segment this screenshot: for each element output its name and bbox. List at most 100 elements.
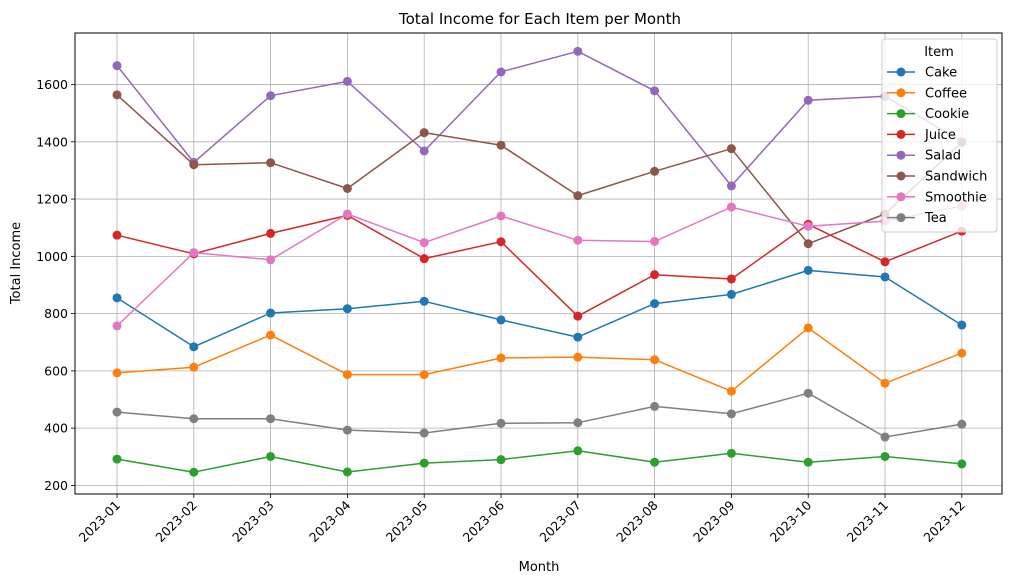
legend-box bbox=[881, 38, 998, 233]
data-point-juice bbox=[496, 237, 506, 247]
data-point-cake bbox=[112, 293, 122, 303]
legend-label-cookie: Cookie bbox=[925, 107, 969, 122]
data-point-coffee bbox=[266, 330, 276, 340]
data-point-salad bbox=[496, 67, 506, 77]
data-point-cake bbox=[342, 304, 352, 314]
legend-entry-coffee: Coffee bbox=[887, 86, 967, 101]
legend-label-sandwich: Sandwich bbox=[925, 170, 987, 185]
data-point-salad bbox=[573, 46, 583, 56]
data-point-tea bbox=[189, 414, 199, 424]
legend-entry-cake: Cake bbox=[887, 66, 957, 81]
data-point-cake bbox=[650, 299, 660, 309]
data-point-cake bbox=[803, 265, 813, 275]
legend-marker-smoothie bbox=[896, 192, 906, 202]
series-line-sandwich bbox=[116, 94, 963, 245]
series-line-cake bbox=[116, 269, 963, 348]
data-point-cookie bbox=[496, 455, 506, 465]
data-point-cookie bbox=[342, 467, 352, 477]
series-cake bbox=[112, 265, 967, 352]
legend-title: Item bbox=[924, 45, 954, 60]
y-tick-label: 1600 bbox=[36, 77, 68, 92]
data-point-smoothie bbox=[419, 238, 429, 248]
data-point-smoothie bbox=[803, 221, 813, 231]
legend-entry-salad: Salad bbox=[887, 149, 961, 164]
data-point-cookie bbox=[189, 467, 199, 477]
data-point-coffee bbox=[342, 370, 352, 380]
data-point-tea bbox=[650, 401, 660, 411]
y-axis-ticks: 200 400 600 800 1000 1200 1400 1600 bbox=[36, 77, 75, 493]
legend-label-coffee: Coffee bbox=[925, 86, 967, 101]
data-point-juice bbox=[266, 228, 276, 238]
data-point-coffee bbox=[880, 378, 890, 388]
data-point-cookie bbox=[573, 446, 583, 456]
data-point-tea bbox=[496, 418, 506, 428]
data-point-cookie bbox=[266, 451, 276, 461]
y-axis-title: Total Income bbox=[9, 222, 24, 305]
plot-frame bbox=[74, 32, 1003, 495]
series-sandwich bbox=[112, 90, 967, 249]
legend-marker-cookie bbox=[896, 109, 906, 119]
legend: Item Cake Coffee Cookie Juice Salad Sandwich S… bbox=[881, 38, 998, 233]
data-point-cookie bbox=[726, 448, 736, 458]
legend-label-cake: Cake bbox=[925, 66, 957, 81]
data-point-cookie bbox=[112, 454, 122, 464]
data-point-cookie bbox=[803, 457, 813, 467]
data-point-cake bbox=[419, 296, 429, 306]
data-point-coffee bbox=[803, 323, 813, 333]
data-point-smoothie bbox=[189, 248, 199, 258]
plot-area bbox=[75, 33, 1002, 494]
series-line-tea bbox=[116, 392, 962, 438]
legend-entry-smoothie: Smoothie bbox=[887, 190, 987, 205]
data-point-salad bbox=[112, 61, 122, 71]
data-point-smoothie bbox=[342, 209, 352, 219]
y-tick-label: 400 bbox=[44, 421, 68, 436]
chart-title: Total Income for Each Item per Month bbox=[398, 10, 681, 28]
data-point-smoothie bbox=[112, 321, 122, 331]
data-point-tea bbox=[342, 425, 352, 435]
data-point-juice bbox=[112, 230, 122, 240]
data-point-sandwich bbox=[803, 239, 813, 249]
data-point-cake bbox=[880, 272, 890, 282]
data-point-tea bbox=[419, 428, 429, 438]
legend-marker-coffee bbox=[896, 88, 906, 98]
legend-marker-sandwich bbox=[896, 171, 906, 181]
series-line-smoothie bbox=[116, 205, 962, 327]
data-point-tea bbox=[112, 407, 122, 417]
data-point-smoothie bbox=[266, 255, 276, 265]
legend-entry-tea: Tea bbox=[887, 211, 947, 226]
data-point-juice bbox=[880, 257, 890, 267]
legend-marker-juice bbox=[896, 129, 906, 139]
data-point-cake bbox=[573, 332, 583, 342]
legend-marker-tea bbox=[896, 213, 906, 223]
data-point-cake bbox=[957, 320, 967, 330]
data-point-tea bbox=[266, 414, 276, 424]
series-cookie bbox=[112, 446, 967, 477]
series-tea bbox=[112, 388, 967, 442]
data-point-coffee bbox=[650, 355, 660, 365]
data-point-tea bbox=[957, 419, 967, 429]
series-line-salad bbox=[116, 50, 963, 187]
y-tick-label: 600 bbox=[44, 363, 68, 378]
data-point-smoothie bbox=[573, 235, 583, 245]
x-axis-title: Month bbox=[519, 560, 560, 575]
data-point-coffee bbox=[573, 352, 583, 362]
data-point-tea bbox=[880, 432, 890, 442]
data-point-cookie bbox=[957, 459, 967, 469]
data-point-salad bbox=[650, 86, 660, 96]
series-lines bbox=[112, 46, 967, 477]
data-point-smoothie bbox=[650, 236, 660, 246]
data-point-coffee bbox=[419, 370, 429, 380]
series-coffee bbox=[112, 323, 967, 396]
data-point-coffee bbox=[112, 368, 122, 378]
legend-entry-cookie: Cookie bbox=[887, 107, 969, 122]
data-point-cake bbox=[266, 308, 276, 318]
data-point-sandwich bbox=[496, 140, 506, 150]
series-line-cookie bbox=[116, 450, 962, 473]
data-point-sandwich bbox=[419, 128, 429, 138]
legend-items: Cake Coffee Cookie Juice Salad Sandwich Smooth… bbox=[887, 66, 987, 226]
data-point-juice bbox=[650, 270, 660, 280]
data-point-smoothie bbox=[726, 202, 736, 212]
grid-lines bbox=[75, 33, 1002, 494]
data-point-juice bbox=[726, 274, 736, 284]
